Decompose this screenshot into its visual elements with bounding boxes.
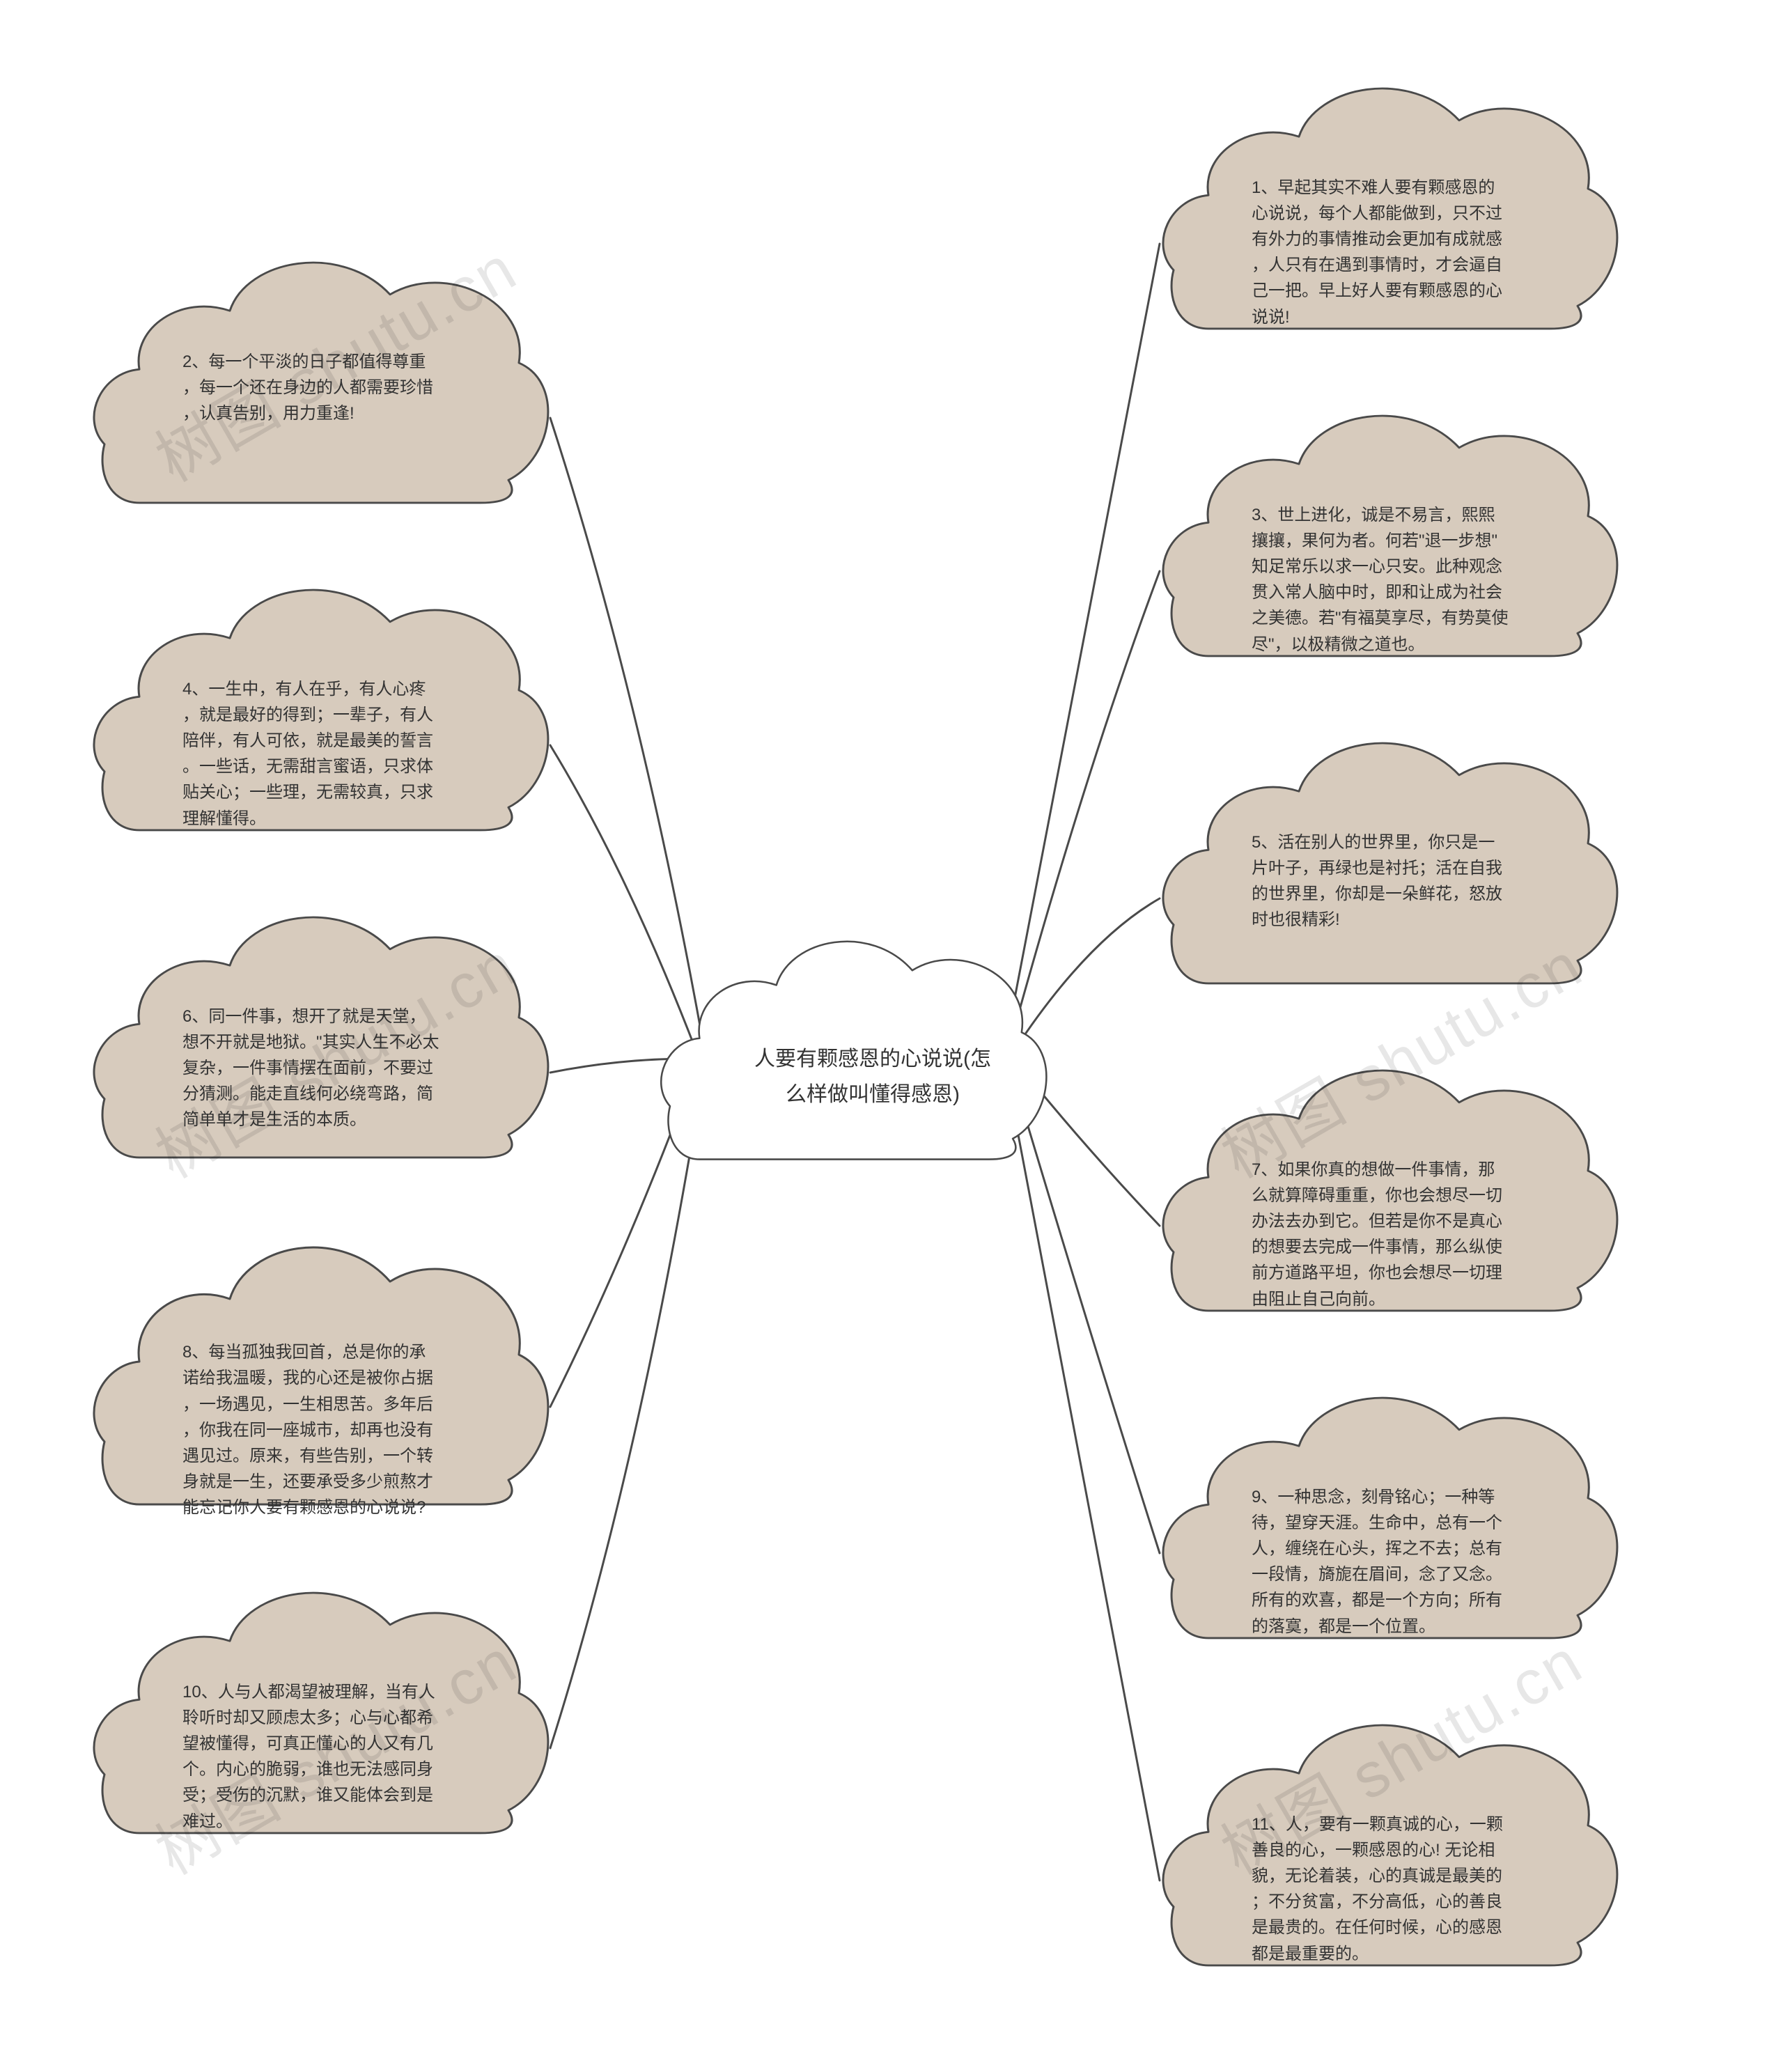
node-label: 1、早起其实不难人要有颗感恩的 心说说，每个人都能做到，只不过 有外力的事情推动… xyxy=(1252,175,1582,330)
node-l6: 6、同一件事，想开了就是天堂， 想不开就是地狱。"其实人生不必太 复杂，一件事情… xyxy=(91,878,550,1177)
node-label: 8、每当孤独我回首，总是你的承 诺给我温暖，我的心还是被你占据 ，一场遇见，一生… xyxy=(182,1339,513,1520)
node-label: 7、如果你真的想做一件事情，那 么就算障碍重重，你也会想尽一切 办法去办到它。但… xyxy=(1252,1157,1582,1312)
center-node: 人要有颗感恩的心说说(怎 么样做叫懂得感恩) xyxy=(658,905,1048,1177)
node-label: 2、每一个平淡的日子都值得尊重 ，每一个还在身边的人都需要珍惜 ，认真告别，用力… xyxy=(182,349,513,427)
node-l10: 10、人与人都渴望被理解，当有人 聆听时却又顾虑太多；心与心都希 望被懂得，可真… xyxy=(91,1553,550,1853)
node-label: 9、一种思念，刻骨铭心；一种等 待，望穿天涯。生命中，总有一个 人，缠绕在心头，… xyxy=(1252,1484,1582,1639)
node-r3: 3、世上进化，诚是不易言，熙熙 攘攘，果何为者。何若"退一步想" 知足常乐以求一… xyxy=(1160,376,1619,676)
node-l4: 4、一生中，有人在乎，有人心疼 ，就是最好的得到；一辈子，有人 陪伴，有人可依，… xyxy=(91,550,550,850)
node-label: 5、活在别人的世界里，你只是一 片叶子，再绿也是衬托；活在自我 的世界里，你却是… xyxy=(1252,829,1582,933)
mindmap-canvas: 人要有颗感恩的心说说(怎 么样做叫懂得感恩) 2、每一个平淡的日子都值得尊重 ，… xyxy=(0,0,1783,2072)
node-r11: 11、人，要有一颗真诚的心，一颗 善良的心，一颗感恩的心! 无论相 貌，无论着装… xyxy=(1160,1685,1619,1985)
node-label: 6、同一件事，想开了就是天堂， 想不开就是地狱。"其实人生不必太 复杂，一件事情… xyxy=(182,1004,513,1133)
node-label: 3、世上进化，诚是不易言，熙熙 攘攘，果何为者。何若"退一步想" 知足常乐以求一… xyxy=(1252,502,1582,657)
node-r5: 5、活在别人的世界里，你只是一 片叶子，再绿也是衬托；活在自我 的世界里，你却是… xyxy=(1160,703,1619,1003)
node-label: 10、人与人都渴望被理解，当有人 聆听时却又顾虑太多；心与心都希 望被懂得，可真… xyxy=(182,1679,513,1835)
node-label: 4、一生中，有人在乎，有人心疼 ，就是最好的得到；一辈子，有人 陪伴，有人可依，… xyxy=(182,676,513,832)
node-l8: 8、每当孤独我回首，总是你的承 诺给我温暖，我的心还是被你占据 ，一场遇见，一生… xyxy=(91,1205,550,1525)
node-r7: 7、如果你真的想做一件事情，那 么就算障碍重重，你也会想尽一切 办法去办到它。但… xyxy=(1160,1031,1619,1330)
node-r1: 1、早起其实不难人要有颗感恩的 心说说，每个人都能做到，只不过 有外力的事情推动… xyxy=(1160,49,1619,348)
node-label: 11、人，要有一颗真诚的心，一颗 善良的心，一颗感恩的心! 无论相 貌，无论着装… xyxy=(1252,1812,1582,1967)
node-l2: 2、每一个平淡的日子都值得尊重 ，每一个还在身边的人都需要珍惜 ，认真告别，用力… xyxy=(91,223,550,522)
node-r9: 9、一种思念，刻骨铭心；一种等 待，望穿天涯。生命中，总有一个 人，缠绕在心头，… xyxy=(1160,1358,1619,1658)
center-label: 人要有颗感恩的心说说(怎 么样做叫懂得感恩) xyxy=(744,1041,1002,1112)
